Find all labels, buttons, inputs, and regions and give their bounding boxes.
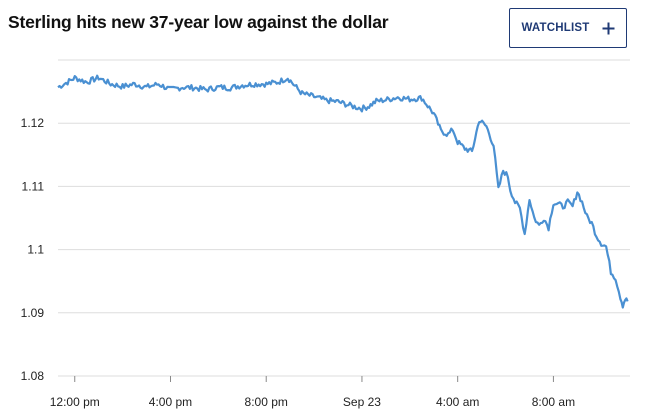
x-tick-label: 8:00 pm (245, 395, 288, 409)
series-layer (57, 74, 629, 309)
y-tick-label: 1.11 (22, 179, 45, 193)
chart-title: Sterling hits new 37-year low against th… (8, 12, 389, 32)
y-tick-label: 1.1 (27, 243, 44, 257)
y-tick-label: 1.12 (21, 116, 45, 130)
y-tick-label: 1.09 (21, 306, 45, 320)
x-tick-label: 8:00 am (532, 395, 575, 409)
series-line (57, 74, 629, 309)
watchlist-label: WATCHLIST (521, 22, 590, 34)
x-tick-label: 12:00 pm (50, 395, 100, 409)
x-tick-label: 4:00 am (436, 395, 479, 409)
grid-layer (58, 59, 630, 377)
y-tick-label: 1.08 (21, 369, 45, 383)
x-tick-label: 4:00 pm (149, 395, 192, 409)
plus-icon (602, 22, 615, 34)
watchlist-button[interactable]: WATCHLIST (509, 8, 627, 48)
axis-layer: 1.08 1.09 1.1 1.11 1.12 12:00 pm 4:00 pm 8:00 p… (21, 116, 575, 409)
x-tick-label: Sep 23 (343, 395, 381, 409)
